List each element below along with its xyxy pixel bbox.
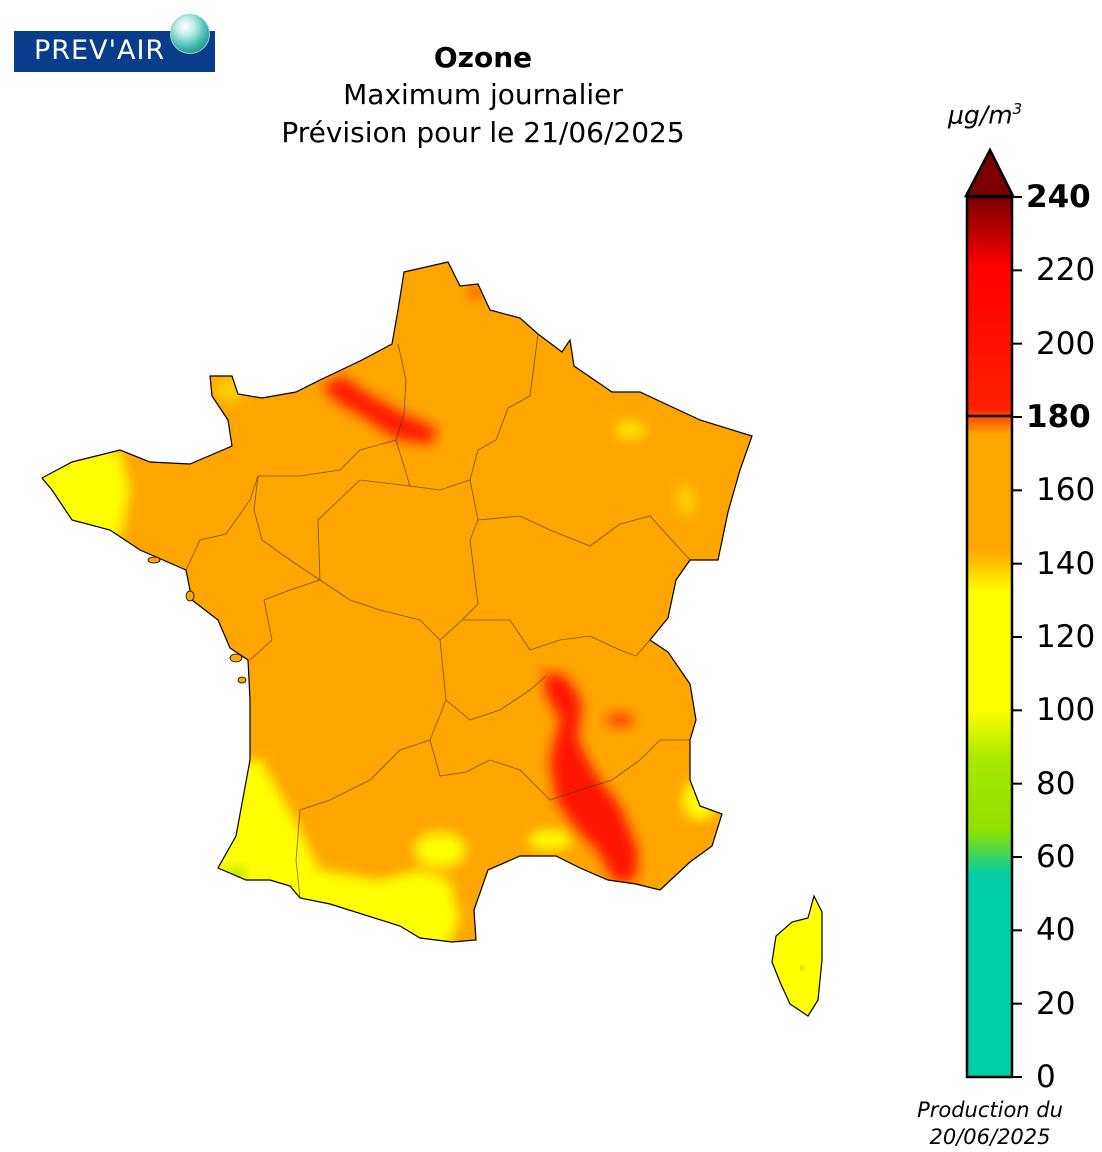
production-date: Production du 20/06/2025 bbox=[880, 1097, 1100, 1151]
colorbar-tick-label-200: 200 bbox=[1036, 325, 1096, 362]
colorbar-tick-label-120: 120 bbox=[1036, 619, 1096, 655]
colorbar-extend-arrow bbox=[963, 147, 1016, 198]
corsica bbox=[771, 894, 823, 1017]
production-label: Production du bbox=[917, 1098, 1063, 1122]
prevair-logo: PREV'AIR bbox=[14, 14, 215, 72]
legend-unit-exponent: 3 bbox=[1012, 100, 1023, 118]
mainland-france bbox=[41, 261, 753, 943]
colorbar-tick-label-60: 60 bbox=[1036, 839, 1076, 875]
colorbar-tick-label-40: 40 bbox=[1036, 912, 1076, 949]
title-pollutant: Ozone bbox=[433, 41, 533, 74]
title-metric: Maximum journalier bbox=[343, 78, 623, 111]
colorbar-tick-label-20: 20 bbox=[1036, 985, 1076, 1022]
colorbar-gradient bbox=[965, 195, 1014, 1079]
colorbar-tick-label-240: 240 bbox=[1026, 179, 1091, 215]
colorbar-tick-label-160: 160 bbox=[1036, 472, 1096, 509]
colorbar-tick-label-80: 80 bbox=[1036, 765, 1076, 802]
colorbar-tick-label-100: 100 bbox=[1036, 692, 1096, 729]
map-title: Ozone Maximum journalier Prévision pour … bbox=[200, 40, 766, 152]
legend-unit: μg/m3 bbox=[948, 100, 1022, 129]
legend-colorbar bbox=[963, 147, 1022, 1079]
colorbar-tick-label-180: 180 bbox=[1026, 399, 1091, 435]
title-forecast-date: Prévision pour le 21/06/2025 bbox=[281, 116, 685, 149]
globe-icon bbox=[170, 14, 210, 54]
colorbar-tick-label-220: 220 bbox=[1036, 252, 1096, 289]
production-value: 20/06/2025 bbox=[929, 1125, 1051, 1149]
legend-unit-base: μg/m bbox=[948, 100, 1013, 130]
colorbar-tick-label-140: 140 bbox=[1036, 545, 1096, 582]
logo-text: PREV'AIR bbox=[34, 35, 166, 66]
colorbar-tick-label-0: 0 bbox=[1036, 1059, 1056, 1095]
